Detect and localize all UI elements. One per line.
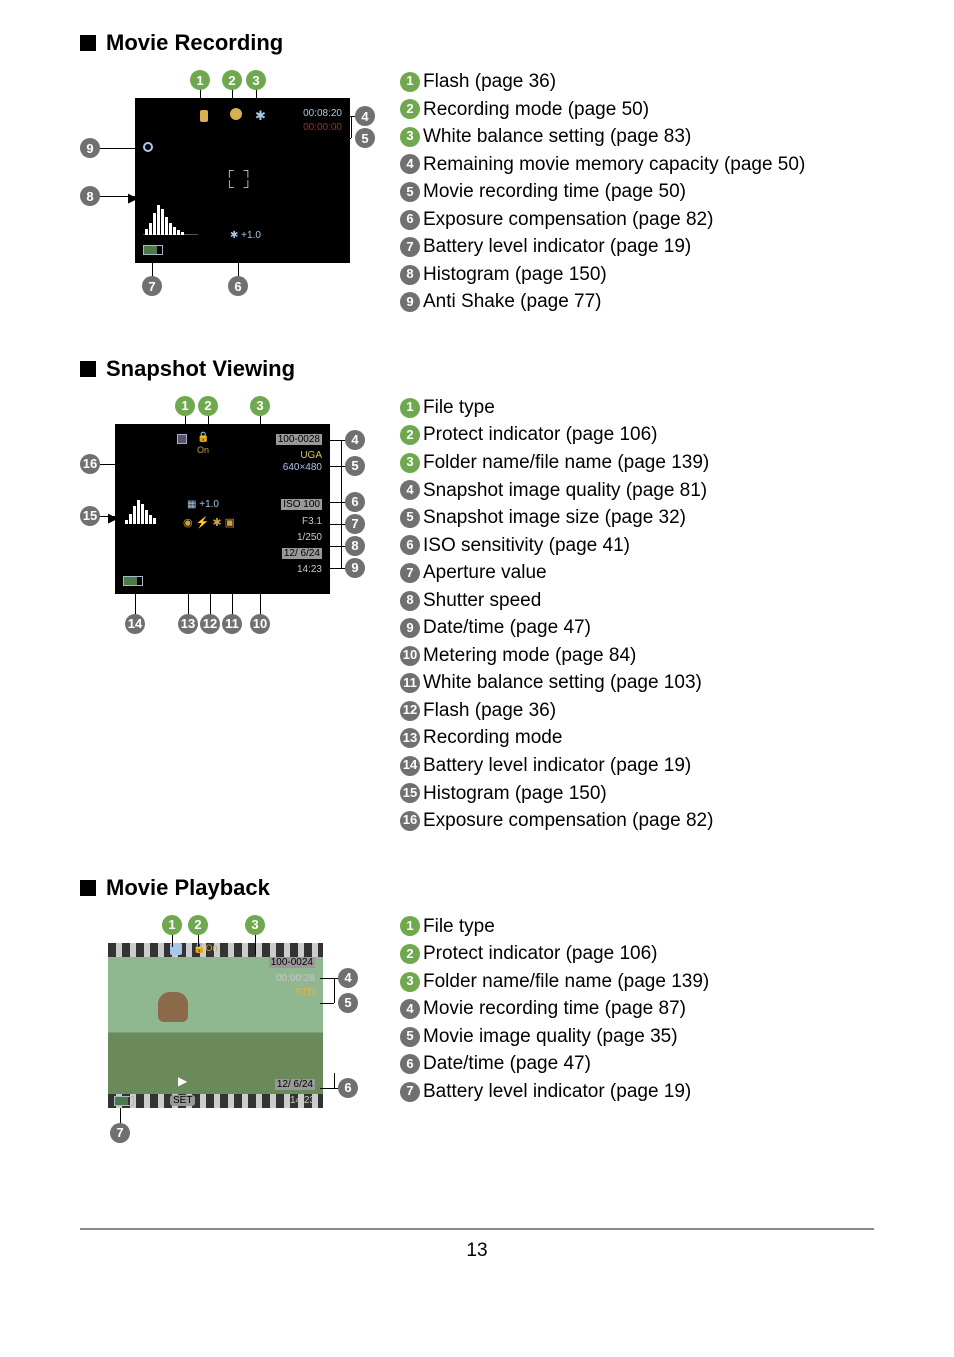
legend-item: Battery level indicator (page 19) [423,752,691,780]
legend-item: Battery level indicator (page 19) [423,1078,691,1106]
legend-item: Metering mode (page 84) [423,642,636,670]
legend-item: Movie recording time (page 87) [423,995,686,1023]
diagram-snapshot-viewing: 🔒 On 100-0028 UGA 640×480 ▦ +1.0 ◉ ⚡ ✱ ▣… [80,394,370,644]
diagram-movie-playback: 🔒On 100-0024 00:00:28 STD ▶ SET 12/ 6/24… [80,913,370,1148]
legend-item: Movie recording time (page 50) [423,178,686,206]
legend-item: Folder name/file name (page 139) [423,968,709,996]
legend-item: Battery level indicator (page 19) [423,233,691,261]
legend-item: Snapshot image quality (page 81) [423,477,707,505]
legend-item: Folder name/file name (page 139) [423,449,709,477]
section-title: Snapshot Viewing [106,356,295,382]
legend-item: Anti Shake (page 77) [423,288,602,316]
legend-item: Protect indicator (page 106) [423,940,657,968]
bullet-icon [80,880,96,896]
section-header: Movie Recording [80,30,874,56]
bullet-icon [80,361,96,377]
legend-item: White balance setting (page 103) [423,669,702,697]
section-movie-playback: Movie Playback 🔒On 100-0024 00:00:28 STD… [80,875,874,1148]
section-title: Movie Recording [106,30,283,56]
section-title: Movie Playback [106,875,270,901]
legend-item: White balance setting (page 83) [423,123,691,151]
legend-item: Exposure compensation (page 82) [423,807,713,835]
legend-item: Recording mode [423,724,562,752]
legend-item: ISO sensitivity (page 41) [423,532,630,560]
legend-item: Snapshot image size (page 32) [423,504,686,532]
legend-item: Date/time (page 47) [423,1050,591,1078]
legend-item: Exposure compensation (page 82) [423,206,713,234]
legend-item: Aperture value [423,559,547,587]
list-movie-playback: 1File type 2Protect indicator (page 106)… [400,913,709,1106]
section-header: Movie Playback [80,875,874,901]
legend-item: Flash (page 36) [423,697,556,725]
legend-item: Histogram (page 150) [423,261,607,289]
legend-item: Flash (page 36) [423,68,556,96]
footer-divider [80,1228,874,1230]
legend-item: Remaining movie memory capacity (page 50… [423,151,805,179]
legend-item: File type [423,913,495,941]
bullet-icon [80,35,96,51]
legend-item: File type [423,394,495,422]
list-snapshot-viewing: 1File type 2Protect indicator (page 106)… [400,394,713,835]
legend-item: Recording mode (page 50) [423,96,649,124]
section-movie-recording: Movie Recording ✱ 00:08:20 00:00:00 ┌ ┐ … [80,30,874,316]
section-snapshot-viewing: Snapshot Viewing 🔒 On 100-0028 UGA 640×4… [80,356,874,835]
legend-item: Movie image quality (page 35) [423,1023,678,1051]
page-number: 13 [80,1240,874,1262]
legend-item: Protect indicator (page 106) [423,421,657,449]
diagram-movie-recording: ✱ 00:08:20 00:00:00 ┌ ┐ └ ┘ [80,68,370,298]
section-header: Snapshot Viewing [80,356,874,382]
legend-item: Histogram (page 150) [423,780,607,808]
list-movie-recording: 1Flash (page 36) 2Recording mode (page 5… [400,68,805,316]
legend-item: Shutter speed [423,587,541,615]
legend-item: Date/time (page 47) [423,614,591,642]
